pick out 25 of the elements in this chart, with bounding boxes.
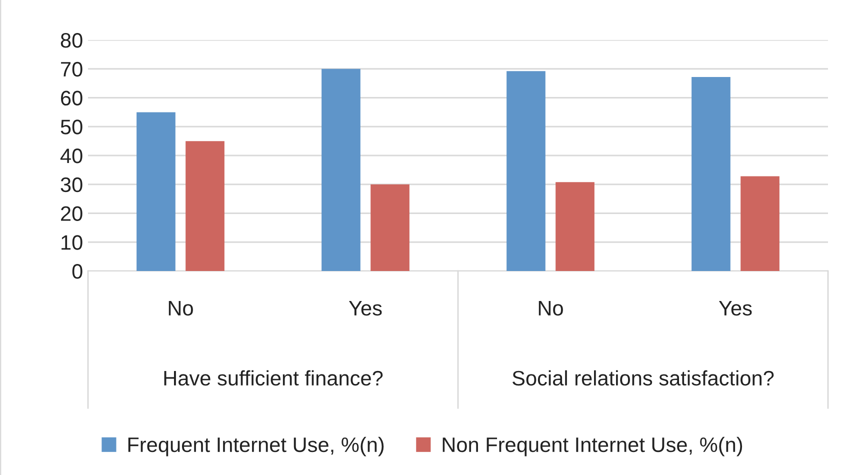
bar bbox=[740, 176, 780, 271]
bar bbox=[692, 76, 730, 271]
bar bbox=[556, 182, 594, 271]
x-tick-label: No bbox=[168, 301, 193, 316]
y-tick-label: 0 bbox=[72, 264, 82, 279]
bar bbox=[370, 184, 410, 271]
bar bbox=[136, 112, 176, 271]
y-tick-label: 70 bbox=[61, 62, 82, 77]
y-tick-label: 50 bbox=[60, 120, 82, 134]
y-tick-label: 30 bbox=[60, 177, 82, 192]
y-tick-label: 10 bbox=[62, 235, 82, 250]
y-tick-label: 40 bbox=[60, 148, 82, 164]
y-tick-label: 60 bbox=[61, 90, 82, 106]
text: Social relations satisfaction? bbox=[512, 370, 774, 386]
bar bbox=[186, 141, 224, 271]
x-tick-label: No bbox=[538, 301, 563, 316]
y-tick-label: 80 bbox=[60, 33, 82, 48]
bar bbox=[322, 68, 360, 271]
x-tick-label: Yes bbox=[348, 301, 382, 316]
text: Have sufficient finance? bbox=[164, 370, 383, 386]
legend-label: Frequent Internet Use, %(n) bbox=[128, 436, 384, 456]
x-tick-label: Yes bbox=[718, 301, 752, 316]
y-tick-label: 20 bbox=[61, 206, 82, 222]
bar bbox=[506, 71, 546, 271]
legend-label: Non Frequent Internet Use, %(n) bbox=[442, 436, 742, 456]
